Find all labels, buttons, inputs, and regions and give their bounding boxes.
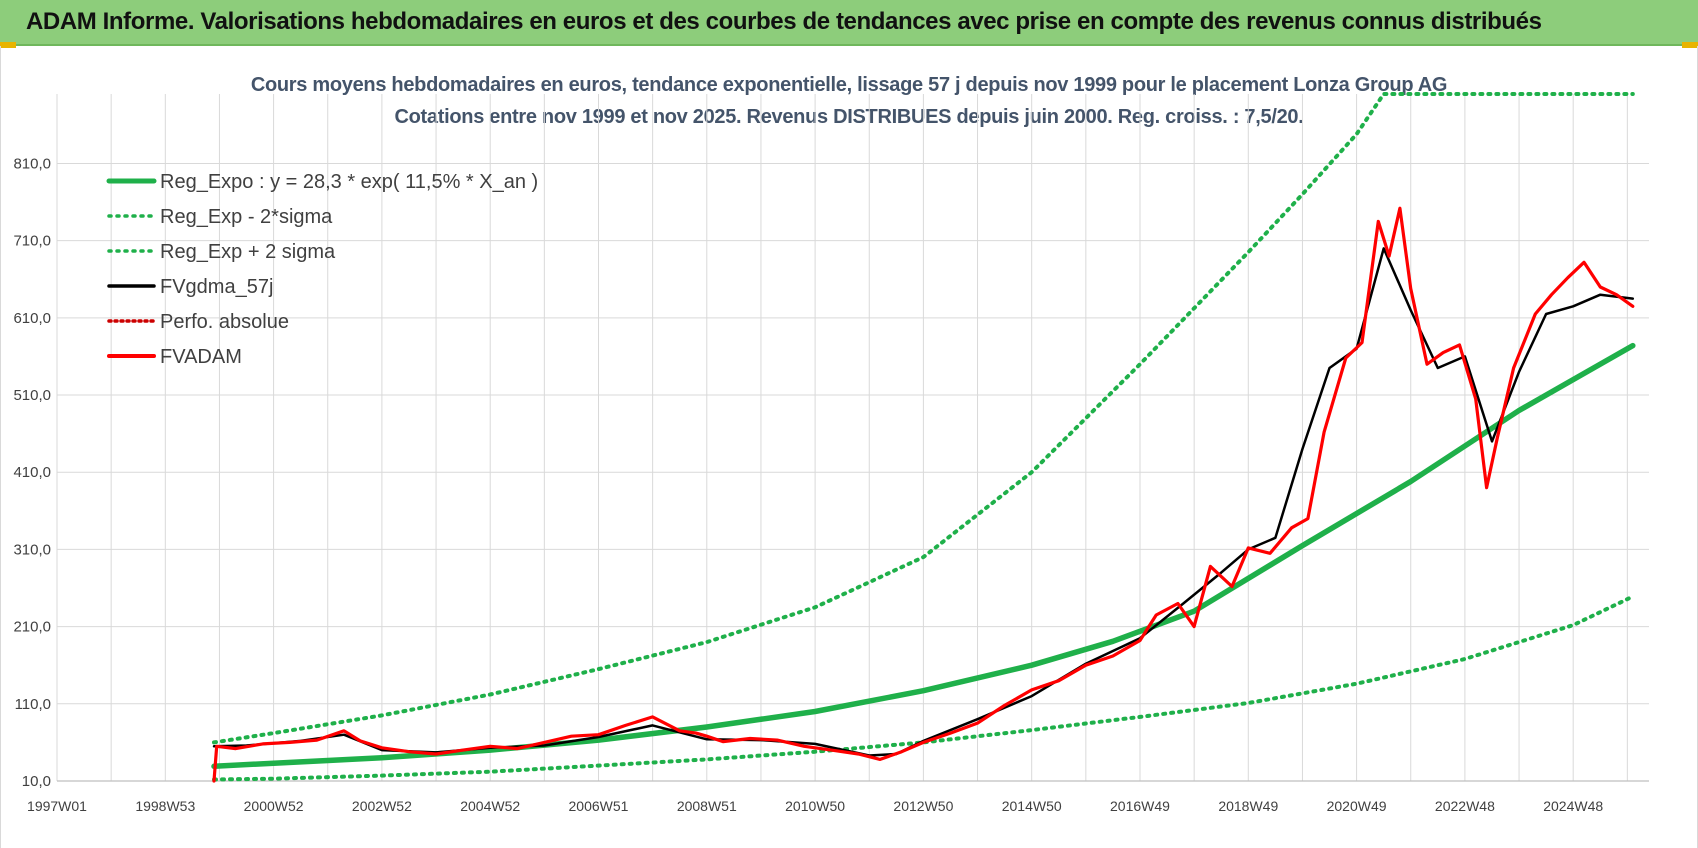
y-tick-label: 10,0 <box>22 773 51 790</box>
x-tick-label: 2004W52 <box>460 798 520 814</box>
legend-label-fv: FVADAM <box>160 346 242 368</box>
x-tick-label: 2000W52 <box>244 798 304 814</box>
x-tick-label: 2012W50 <box>893 798 953 814</box>
chart-area[interactable]: Cours moyens hebdomadaires en euros, ten… <box>0 46 1698 848</box>
series-line-upper[interactable] <box>212 92 1635 745</box>
y-axis-ticks: 10,0 110,0 210,0 310,0 410,0 510,0 610,0 710,0 8… <box>13 155 51 790</box>
report-title: ADAM Informe. Valorisations hebdomadaire… <box>26 8 1542 35</box>
x-tick-label: 2022W48 <box>1435 798 1495 814</box>
y-tick-label: 810,0 <box>13 155 51 172</box>
legend-label-perfo: Perfo. absolue <box>160 311 289 333</box>
y-tick-label: 610,0 <box>13 310 51 327</box>
x-tick-label: 2024W48 <box>1543 798 1603 814</box>
series-line-fv[interactable] <box>212 206 1635 783</box>
x-tick-label: 2016W49 <box>1110 798 1170 814</box>
y-tick-label: 310,0 <box>13 541 51 558</box>
x-tick-label: 1998W53 <box>135 798 195 814</box>
x-tick-label: 2020W49 <box>1327 798 1387 814</box>
report-banner: ADAM Informe. Valorisations hebdomadaire… <box>0 0 1698 46</box>
x-tick-label: 1997W01 <box>27 798 87 814</box>
y-tick-label: 210,0 <box>13 619 51 636</box>
x-tick-label: 2018W49 <box>1218 798 1278 814</box>
series-layer <box>211 92 1636 783</box>
selection-handle-left-icon[interactable] <box>0 42 16 48</box>
legend-label-smooth: FVgdma_57j <box>160 276 273 298</box>
selection-handle-right-icon[interactable] <box>1682 42 1698 48</box>
chart-subtitle: Cotations entre nov 1999 et nov 2025. Re… <box>395 106 1304 128</box>
x-tick-label: 2008W51 <box>677 798 737 814</box>
y-tick-label: 510,0 <box>13 387 51 404</box>
chart-svg: Cours moyens hebdomadaires en euros, ten… <box>13 74 1649 814</box>
grid-lines <box>56 94 1649 782</box>
x-tick-label: 2014W50 <box>1002 798 1062 814</box>
x-tick-label: 2006W51 <box>569 798 629 814</box>
legend-label-reg: Reg_Expo : y = 28,3 * exp( 11,5% * X_an … <box>160 171 538 193</box>
y-tick-label: 110,0 <box>15 696 51 713</box>
x-tick-label: 2002W52 <box>352 798 412 814</box>
series-line-reg[interactable] <box>211 342 1636 770</box>
x-tick-label: 2010W50 <box>785 798 845 814</box>
x-axis-ticks: 1997W01 1998W53 2000W52 2002W52 2004W52 2006W… <box>27 798 1603 814</box>
y-tick-label: 710,0 <box>13 233 51 250</box>
chart-title: Cours moyens hebdomadaires en euros, ten… <box>251 74 1447 96</box>
legend-label-upper: Reg_Exp + 2 sigma <box>160 241 336 263</box>
y-tick-label: 410,0 <box>13 464 51 481</box>
legend-label-lower: Reg_Exp - 2*sigma <box>160 206 333 228</box>
legend[interactable]: Reg_Expo : y = 28,3 * exp( 11,5% * X_an … <box>106 171 538 368</box>
